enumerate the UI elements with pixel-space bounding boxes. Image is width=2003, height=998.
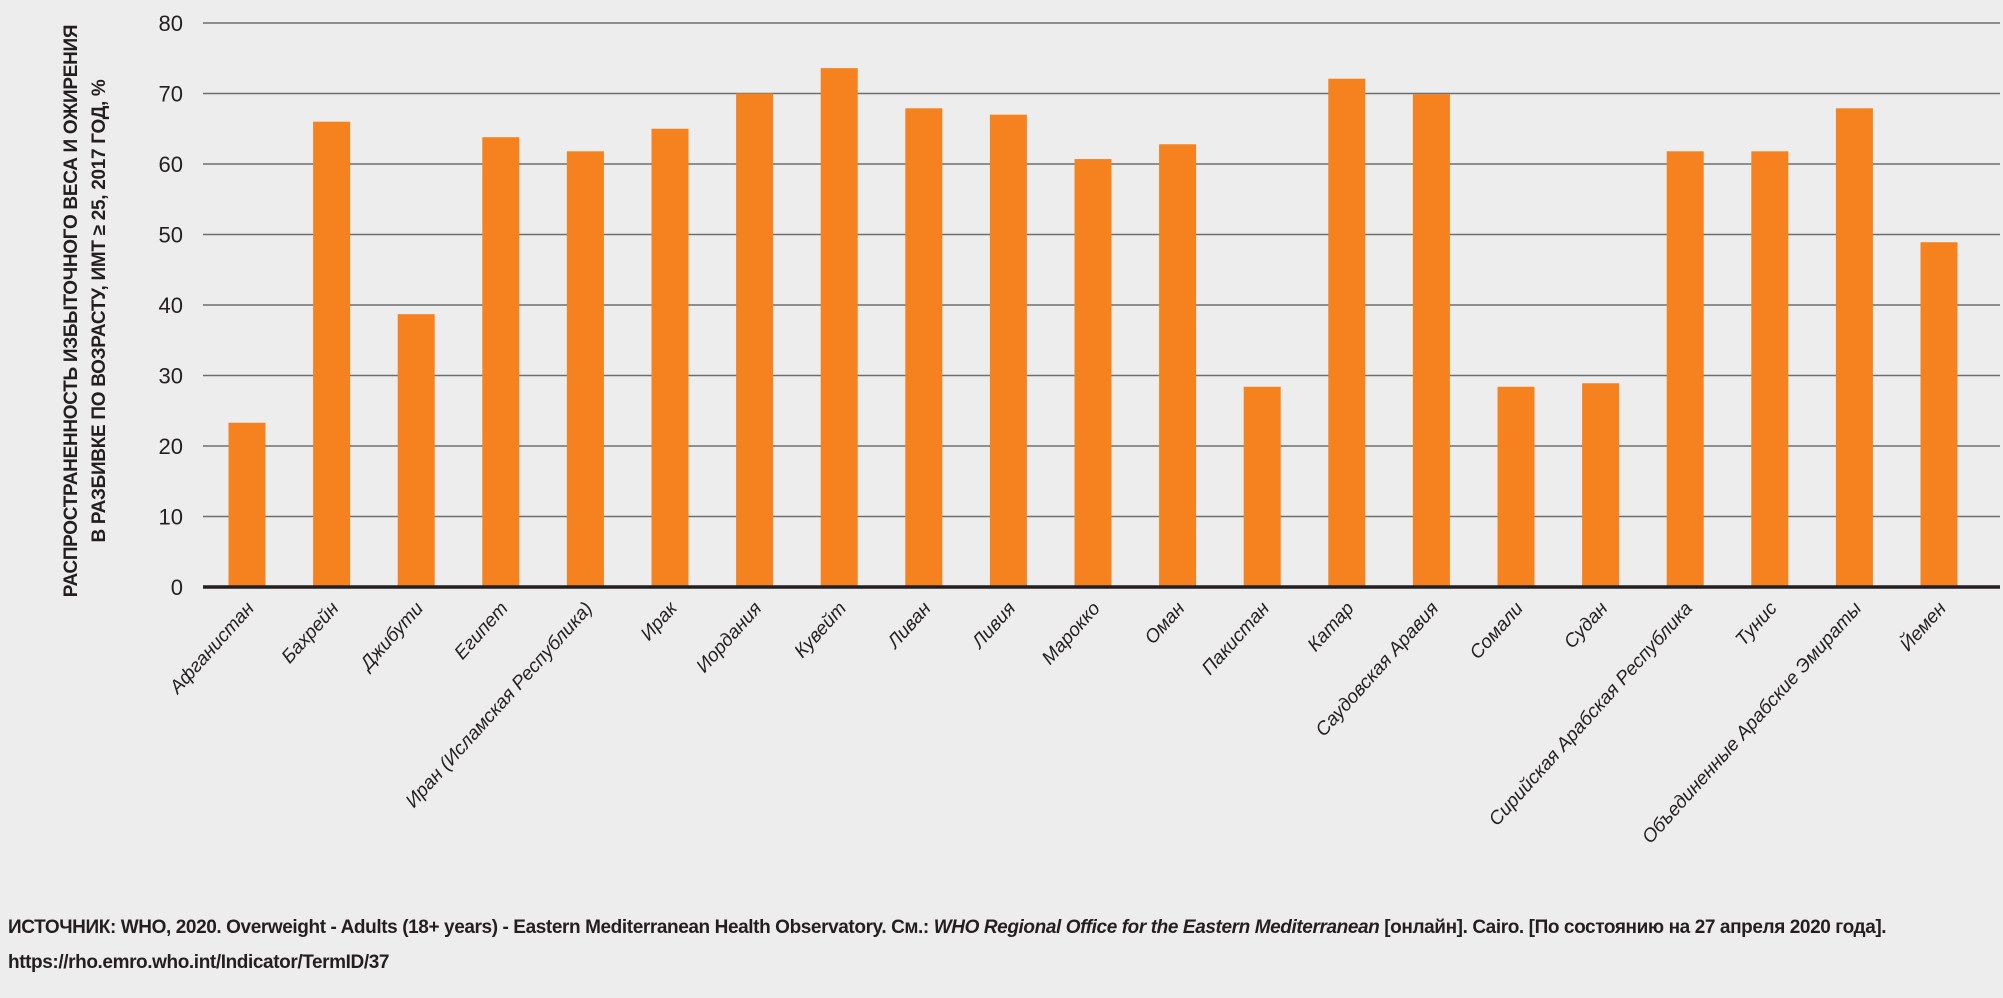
x-tick-label: Афганистан [165,598,259,699]
bar [1328,78,1366,587]
bar [1243,386,1281,587]
bar [397,314,435,587]
y-tick-label: 70 [159,82,183,107]
x-tick-label: Иордания [693,598,767,677]
y-tick-label: 60 [159,152,183,177]
y-tick-label: 50 [159,223,183,248]
bar-chart: 0 10 20 30 40 50 60 70 80 Афганистан Бахрейн Джибут… [159,11,2000,848]
bar [1920,242,1958,587]
x-tick-label: Ливия [967,598,1020,654]
bar [1412,94,1450,587]
bar [1666,151,1704,587]
y-tick-label: 80 [159,11,183,36]
y-tick-label: 20 [159,434,183,459]
x-tick-label: Джибути [355,598,428,676]
x-tick-label: Кувейт [791,598,851,662]
x-tick-label: Иран (Исламская Республика) [402,598,597,812]
source-italic: WHO Regional Office for the Eastern Medi… [933,917,1380,938]
source-prefix: ИСТОЧНИК: WHO, 2020. Overweight - Adults… [8,917,934,938]
bar [482,137,520,587]
x-tick-label: Марокко [1038,598,1105,669]
bar [820,68,858,588]
y-axis-label: РАСПРОСТРАНЕННОСТЬ ИЗБЫТОЧНОГО ВЕСА И ОЖ… [28,16,143,606]
y-tick-label: 40 [159,293,183,318]
x-tick-label: Оман [1141,598,1190,649]
x-tick-label: Йемен [1896,597,1952,655]
bar [1159,144,1197,587]
x-tick-label: Судан [1560,598,1612,653]
y-tick-label: 0 [171,575,183,600]
x-tick-label: Тунис [1732,598,1782,650]
x-tick-label: Египет [451,598,513,664]
bar [313,121,351,587]
bar [1074,159,1112,587]
y-axis-label-line-1: РАСПРОСТРАНЕННОСТЬ ИЗБЫТОЧНОГО ВЕСА И ОЖ… [60,24,82,598]
bar [566,151,604,587]
bar [736,93,774,587]
bar [651,128,689,587]
bar [1497,386,1535,587]
x-tick-label: Пакистан [1198,598,1274,679]
y-tick-label: 10 [159,505,183,530]
bar [1835,108,1873,588]
x-tick-label: Ирак [637,598,683,645]
y-axis-label-line-2: В РАЗБИВКЕ ПО ВОЗРАСТУ, ИМТ ≥ 25, 2017 Г… [88,79,110,543]
y-tick-label: 30 [159,364,183,389]
bar [1582,383,1620,587]
bar [905,108,943,588]
x-tick-label: Сомали [1466,598,1528,664]
bar [228,422,266,587]
x-tick-label: Катар [1304,598,1359,656]
x-tick-label: Ливан [882,598,936,654]
source-suffix: [онлайн]. Cairo. [По состоянию на 27 апр… [8,917,1887,973]
bar [989,114,1027,588]
bar [1751,151,1789,587]
source-note: ИСТОЧНИК: WHO, 2020. Overweight - Adults… [8,910,1998,980]
x-tick-label: Бахрейн [278,598,344,668]
